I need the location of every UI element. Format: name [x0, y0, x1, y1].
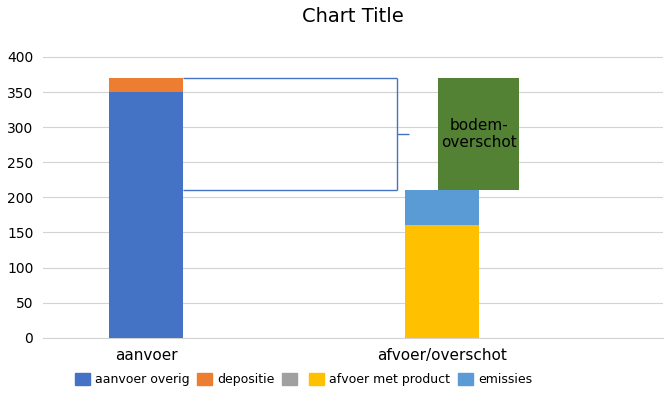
- Text: bodem-
overschot: bodem- overschot: [441, 118, 517, 150]
- Bar: [109, 92, 184, 338]
- Legend: aanvoer overig, depositie, , afvoer met product, emissies: aanvoer overig, depositie, , afvoer met …: [70, 368, 537, 391]
- Bar: [109, 78, 184, 92]
- Bar: [405, 190, 478, 225]
- Bar: [405, 225, 478, 338]
- Bar: [438, 78, 519, 190]
- Title: Chart Title: Chart Title: [302, 7, 404, 26]
